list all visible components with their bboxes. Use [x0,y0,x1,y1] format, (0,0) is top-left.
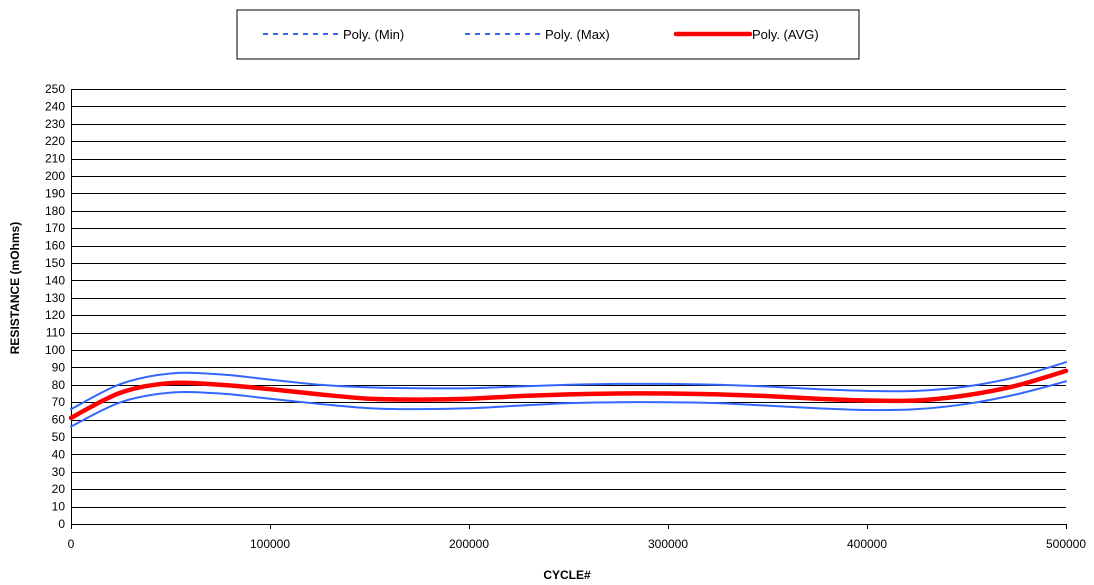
y-tick-label: 130 [45,291,65,305]
y-tick-label: 50 [52,430,66,444]
y-tick-label: 230 [45,117,65,131]
x-tick-label: 0 [68,537,75,551]
legend-box [236,9,860,60]
x-tick-label: 100000 [250,537,290,551]
y-tick-label: 240 [45,99,65,113]
series-line-poly-avg [68,368,1069,421]
y-tick-label: 170 [45,221,65,235]
y-tick-label: 40 [52,447,66,461]
y-tick-label: 150 [45,256,65,270]
series-line-poly-max [70,361,1067,411]
series-line-poly-min [70,380,1067,428]
y-tick-label: 120 [45,308,65,322]
y-tick-label: 250 [45,82,65,96]
legend-label-poly-min: Poly. (Min) [343,27,404,42]
y-tick-label: 110 [46,326,65,340]
x-tick-label: 300000 [648,537,688,551]
y-tick-label: 20 [52,482,66,496]
x-tick-labels: 0 100000 200000 300000 400000 500000 [68,524,1086,551]
y-tick-label: 160 [45,239,65,253]
y-axis-title: RESISTANCE (mOhms) [8,222,22,354]
series-lines [68,361,1069,428]
y-tick-label: 0 [58,517,65,531]
x-tick-label: 400000 [847,537,887,551]
y-tick-labels: 0 10 20 30 40 50 60 70 80 90 100 110 120 130 140 150 160… [45,82,65,531]
legend: Poly. (Min) Poly. (Max) Poly. (AVG) [236,9,860,60]
y-tick-label: 70 [52,395,66,409]
y-tick-label: 60 [52,413,66,427]
x-axis-title: CYCLE# [543,568,591,582]
y-tick-label: 100 [45,343,65,357]
y-tick-label: 10 [52,500,66,514]
y-tick-label: 90 [52,360,66,374]
y-tick-label: 80 [52,378,66,392]
y-tick-label: 30 [52,465,66,479]
x-tick-label: 500000 [1046,537,1086,551]
y-tick-label: 190 [45,186,65,200]
y-tick-label: 180 [45,204,65,218]
y-tick-label: 210 [45,152,65,166]
gridlines [71,89,1066,508]
y-tick-label: 220 [45,134,65,148]
axes [71,89,1066,525]
x-tick-label: 200000 [449,537,489,551]
legend-label-poly-avg: Poly. (AVG) [752,27,819,42]
y-tick-label: 140 [45,273,65,287]
y-tick-label: 200 [45,169,65,183]
legend-label-poly-max: Poly. (Max) [545,27,610,42]
